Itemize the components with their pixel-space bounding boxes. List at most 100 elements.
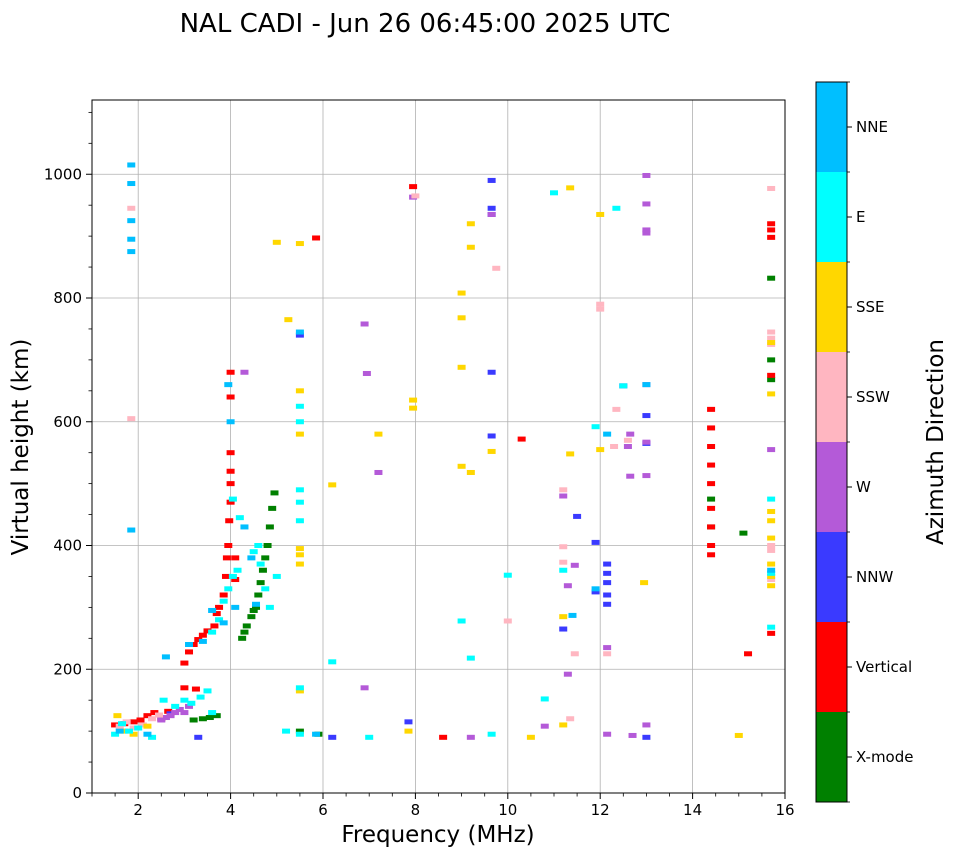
data-point [642, 172, 651, 178]
data-point [767, 630, 776, 636]
data-point [226, 394, 235, 400]
data-point [365, 734, 374, 740]
data-point [596, 306, 605, 312]
data-point [295, 728, 304, 734]
data-point [284, 317, 293, 323]
data-point [256, 580, 265, 586]
data-point [185, 703, 194, 709]
data-point [566, 451, 575, 457]
colorbar-tick-label: W [856, 478, 871, 496]
data-point [642, 722, 651, 728]
data-point [640, 580, 649, 586]
data-point [457, 364, 466, 370]
data-point [642, 413, 651, 419]
data-point [247, 555, 256, 561]
data-point [487, 448, 496, 454]
data-point [154, 712, 163, 718]
data-point [767, 357, 776, 363]
data-point [224, 382, 233, 388]
data-point [254, 543, 263, 548]
data-point [540, 696, 549, 702]
data-point [242, 623, 251, 629]
data-point [540, 723, 549, 729]
data-point [767, 624, 776, 630]
data-point [215, 604, 224, 610]
data-point [295, 499, 304, 505]
data-point [295, 241, 304, 247]
data-point [707, 543, 716, 548]
data-point [238, 635, 247, 641]
data-point [767, 543, 776, 548]
data-point [559, 626, 568, 632]
data-point [457, 315, 466, 321]
data-point [212, 611, 221, 617]
data-point [138, 722, 147, 728]
data-point [642, 734, 651, 740]
data-point [573, 513, 582, 519]
data-point [623, 444, 632, 449]
data-point [111, 731, 120, 737]
data-point [603, 570, 612, 576]
data-point [566, 185, 575, 191]
data-point [115, 728, 124, 734]
data-point [563, 671, 572, 677]
data-point [466, 244, 475, 250]
data-point [226, 499, 235, 505]
data-point [240, 524, 249, 530]
data-point [626, 473, 635, 479]
data-point [196, 694, 205, 700]
data-point [328, 734, 337, 740]
data-point [111, 722, 120, 728]
colorbar-segment [816, 352, 847, 442]
data-point [127, 249, 136, 255]
data-point [767, 573, 776, 579]
data-point [203, 688, 212, 694]
data-point [568, 612, 577, 618]
data-point [161, 654, 170, 660]
data-point [487, 369, 496, 375]
data-point [148, 716, 157, 722]
data-point [228, 496, 237, 502]
data-point [127, 162, 136, 168]
data-point [612, 205, 621, 211]
colorbar-segment [816, 442, 847, 532]
data-point [559, 544, 568, 550]
data-point [404, 728, 413, 734]
y-tick-label: 800 [53, 289, 82, 307]
data-point [767, 583, 776, 589]
data-point [208, 629, 217, 635]
data-point [191, 686, 200, 692]
data-point [767, 335, 776, 341]
data-point [466, 469, 475, 475]
data-point [487, 211, 496, 217]
x-axis-label: Frequency (MHz) [341, 822, 534, 848]
data-point [127, 205, 136, 211]
data-point [707, 406, 716, 412]
data-point [185, 649, 194, 655]
data-point [295, 688, 304, 694]
data-point [171, 703, 180, 709]
data-point [268, 505, 277, 511]
data-point [249, 607, 258, 613]
data-point [185, 642, 194, 647]
data-point [180, 660, 189, 666]
data-point [767, 377, 776, 383]
data-point [360, 321, 369, 327]
x-axis: 2 4 6 8 10 12 14 16 [91, 793, 795, 819]
data-point [767, 518, 776, 524]
data-point [487, 731, 496, 737]
data-point [295, 431, 304, 437]
series-sse [113, 185, 776, 740]
colorbar-segment [816, 262, 847, 352]
data-point [221, 573, 230, 579]
data-point [734, 732, 743, 738]
data-point [295, 546, 304, 552]
data-point [143, 723, 152, 729]
data-marks [111, 162, 776, 740]
data-point [161, 715, 170, 721]
data-point [642, 439, 651, 445]
data-point [270, 490, 279, 496]
data-point [409, 184, 418, 190]
data-point [457, 618, 466, 624]
data-point [374, 431, 383, 437]
